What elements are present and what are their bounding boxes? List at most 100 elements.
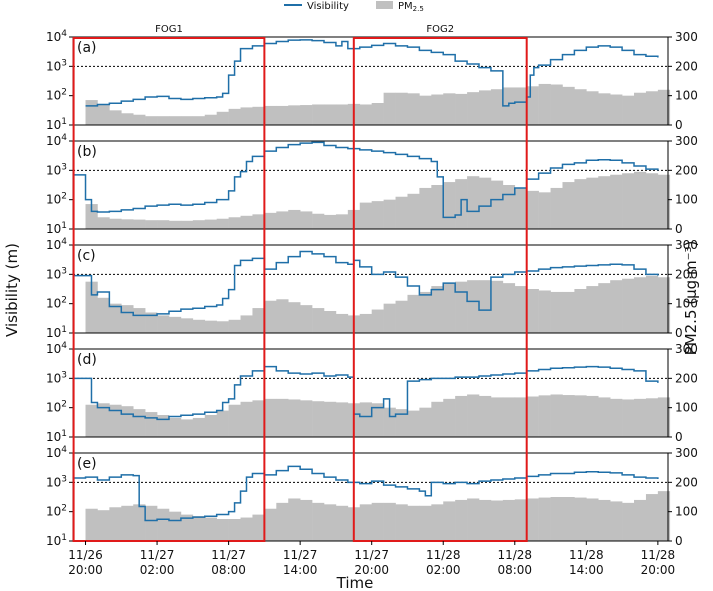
pm25-bar [610, 174, 623, 229]
left-tick-label: 101 [46, 429, 67, 444]
pm25-bar [228, 404, 241, 437]
pm25-bar [598, 499, 611, 541]
pm25-bar [264, 300, 277, 333]
pm25-bar [323, 214, 337, 229]
pm25-bar [419, 95, 432, 125]
pm25-bar [538, 395, 551, 437]
pm25-bar [276, 299, 289, 333]
pm25-bar [550, 84, 563, 125]
pm25-bar [395, 196, 408, 229]
pm25-bar [192, 220, 206, 229]
right-tick-label: 100 [675, 505, 698, 519]
pm25-bar [431, 286, 444, 333]
panel-label: (b) [77, 144, 97, 160]
pm25-bar [657, 174, 671, 229]
right-tick-label: 300 [675, 238, 698, 252]
x-tick-time: 20:00 [641, 563, 676, 577]
pm25-bar [395, 409, 408, 437]
tick-base: 10 [46, 446, 61, 460]
pm25-bar [300, 400, 313, 437]
pm25-bar [240, 517, 253, 541]
pm25-bar [228, 519, 241, 541]
left-tick-label: 101 [46, 117, 67, 132]
pm25-bar [502, 499, 516, 541]
pm25-bar [157, 415, 170, 437]
left-tick-label: 104 [46, 29, 67, 44]
pm25-bar [622, 95, 635, 125]
x-tick-time: 14:00 [283, 563, 318, 577]
pm25-bar [97, 217, 110, 229]
tick-base: 10 [46, 89, 61, 103]
pm25-bar [216, 410, 229, 437]
pm25-bar [455, 395, 468, 437]
pm25-bar [645, 173, 659, 229]
tick-exponent: 3 [61, 474, 67, 484]
pm25-bar [526, 190, 539, 229]
panel-label: (e) [77, 456, 97, 472]
right-tick-label: 200 [675, 267, 698, 281]
pm25-bar [550, 394, 563, 437]
pm25-bar [85, 204, 98, 229]
right-tick-label: 200 [675, 163, 698, 177]
tick-exponent: 4 [61, 341, 67, 351]
panel-label: (a) [77, 40, 97, 56]
right-tick-label: 100 [675, 401, 698, 415]
pm25-bar [312, 104, 325, 125]
pm25-bar [288, 209, 301, 229]
pm25-bar [622, 278, 635, 333]
x-tick-date: 11/26 [68, 548, 103, 562]
pm25-bar [204, 517, 217, 541]
left-tick-label: 102 [46, 192, 67, 207]
left-tick-label: 103 [46, 370, 67, 385]
pm25-bar [657, 89, 671, 125]
pm25-bar [180, 514, 194, 541]
pm25-bar [145, 412, 158, 437]
pm25-bar [180, 116, 194, 125]
pm25-bar [216, 519, 229, 541]
right-tick-label: 200 [675, 371, 698, 385]
pm25-bar [228, 217, 241, 229]
pm25-bar [276, 398, 289, 437]
pm25-bar [323, 401, 337, 437]
tick-exponent: 3 [61, 58, 67, 68]
tick-base: 10 [46, 475, 61, 489]
pm25-bar [121, 505, 134, 541]
pm25-bar [109, 303, 122, 333]
pm25-bar [490, 180, 504, 229]
pm25-bar [204, 219, 217, 229]
pm25-bar [359, 402, 372, 437]
pm25-bar [300, 305, 313, 333]
pm25-bar [312, 308, 325, 333]
left-y-axis-label: Visibility (m) [3, 243, 21, 337]
tick-exponent: 4 [61, 29, 67, 39]
x-tick-date: 11/28 [641, 548, 676, 562]
pm25-bar [371, 502, 384, 541]
pm25-bar [443, 398, 456, 437]
pm25-bar [657, 277, 671, 333]
pm25-bar [168, 316, 182, 333]
pm25-bar [312, 213, 325, 229]
pm25-bar [335, 505, 349, 541]
pm25-bar [121, 113, 134, 125]
pm25-bar [264, 105, 277, 125]
pm25-bar [359, 313, 372, 333]
pm25-bar [133, 219, 146, 229]
x-axis-label: Time [336, 574, 374, 591]
tick-exponent: 2 [61, 504, 67, 514]
pm25-bar [335, 402, 349, 437]
tick-exponent: 1 [61, 221, 67, 231]
pm25-bar [204, 320, 217, 333]
tick-base: 10 [46, 222, 61, 236]
tick-exponent: 4 [61, 237, 67, 247]
right-tick-label: 0 [675, 222, 683, 236]
pm25-bar [109, 218, 122, 229]
pm25-bar [657, 491, 671, 541]
pm25-bar [335, 313, 349, 333]
left-tick-label: 102 [46, 296, 67, 311]
tick-base: 10 [46, 267, 61, 281]
pm25-bar [526, 86, 539, 125]
pm25-bar [467, 176, 480, 229]
